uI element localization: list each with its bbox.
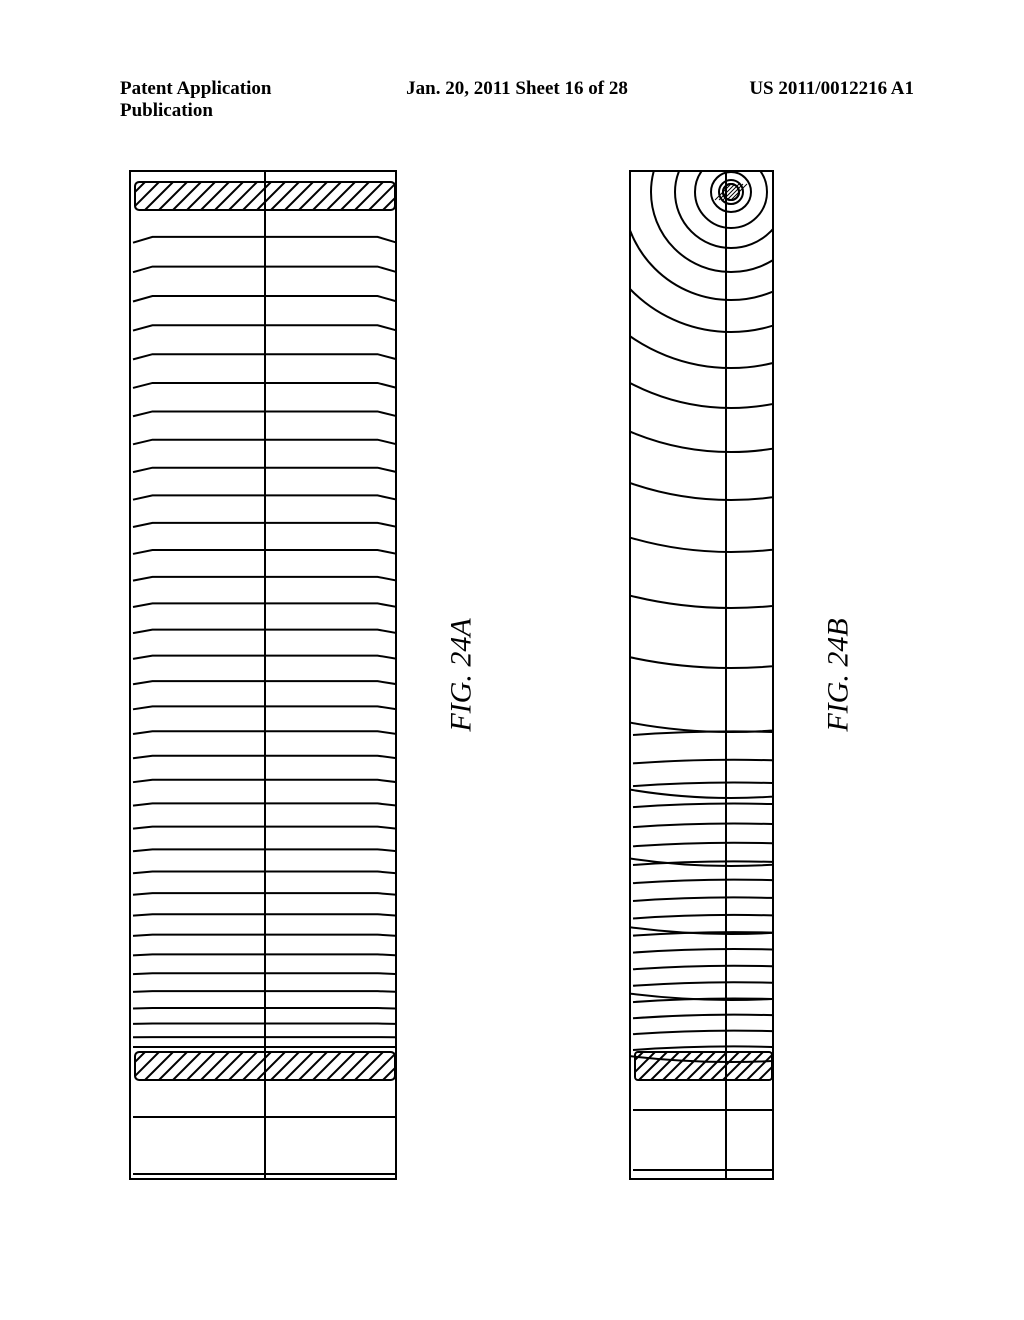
header-center-text: Jan. 20, 2011 Sheet 16 of 28 [341, 78, 694, 122]
figure-24b-centerline [725, 172, 727, 1178]
figure-24b-svg [631, 172, 774, 1180]
figure-24a: FIG. 24A [129, 170, 518, 1180]
figures-container: FIG. 24A FIG. 24B [0, 170, 1024, 1180]
header-left-text: Patent Application Publication [120, 78, 341, 122]
header-right-text: US 2011/0012216 A1 [693, 78, 914, 122]
figure-24a-centerline [264, 172, 266, 1178]
figure-24b-caption: FIG. 24B [821, 618, 855, 731]
figure-24b: FIG. 24B [629, 170, 895, 1180]
figure-24a-caption: FIG. 24A [445, 618, 479, 731]
figure-24a-panel [129, 170, 397, 1180]
figure-24b-panel [629, 170, 774, 1180]
page-header: Patent Application Publication Jan. 20, … [0, 78, 1024, 122]
